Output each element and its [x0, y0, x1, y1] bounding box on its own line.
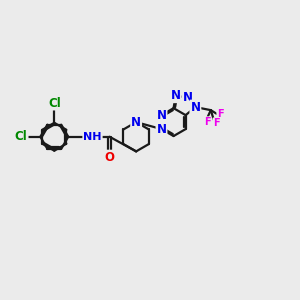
Text: N: N [183, 91, 193, 104]
Text: F: F [217, 109, 224, 119]
Text: N: N [171, 89, 181, 102]
Text: N: N [190, 100, 200, 114]
Text: O: O [105, 151, 115, 164]
Text: N: N [157, 109, 166, 122]
Text: Cl: Cl [48, 97, 61, 110]
Text: N: N [131, 116, 141, 129]
Text: Cl: Cl [15, 130, 28, 143]
Text: F: F [204, 117, 210, 127]
Text: F: F [213, 118, 220, 128]
Text: N: N [157, 123, 166, 136]
Text: NH: NH [83, 132, 102, 142]
